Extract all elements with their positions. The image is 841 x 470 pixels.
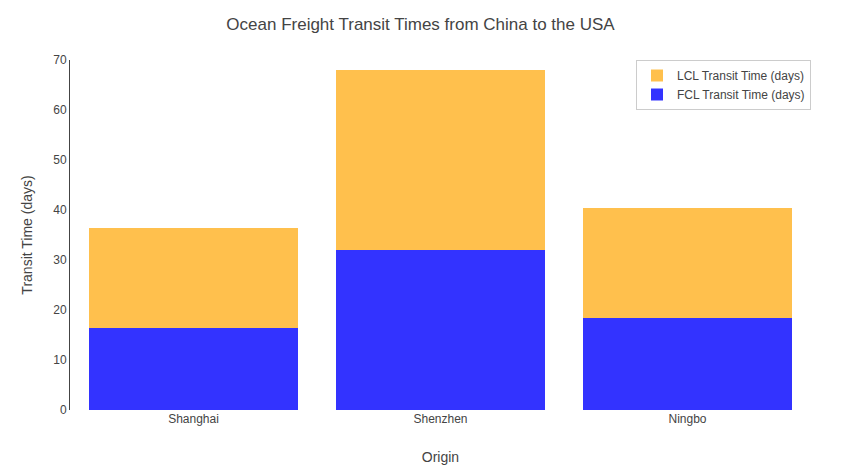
svg-text:Origin: Origin bbox=[422, 449, 459, 465]
svg-text:LCL Transit Time (days): LCL Transit Time (days) bbox=[677, 69, 804, 83]
svg-text:Shenzhen: Shenzhen bbox=[413, 412, 467, 426]
svg-text:10: 10 bbox=[53, 353, 67, 367]
svg-text:Ocean Freight Transit Times fr: Ocean Freight Transit Times from China t… bbox=[226, 15, 615, 34]
svg-text:50: 50 bbox=[53, 153, 67, 167]
svg-text:30: 30 bbox=[53, 253, 67, 267]
svg-text:70: 70 bbox=[53, 53, 67, 67]
svg-text:Transit Time (days): Transit Time (days) bbox=[19, 175, 35, 294]
svg-text:Ningbo: Ningbo bbox=[668, 412, 706, 426]
svg-text:20: 20 bbox=[53, 303, 67, 317]
svg-text:0: 0 bbox=[60, 403, 67, 417]
svg-text:Shanghai: Shanghai bbox=[168, 412, 219, 426]
svg-text:40: 40 bbox=[53, 203, 67, 217]
svg-text:FCL Transit Time (days): FCL Transit Time (days) bbox=[677, 88, 805, 102]
svg-text:60: 60 bbox=[53, 103, 67, 117]
